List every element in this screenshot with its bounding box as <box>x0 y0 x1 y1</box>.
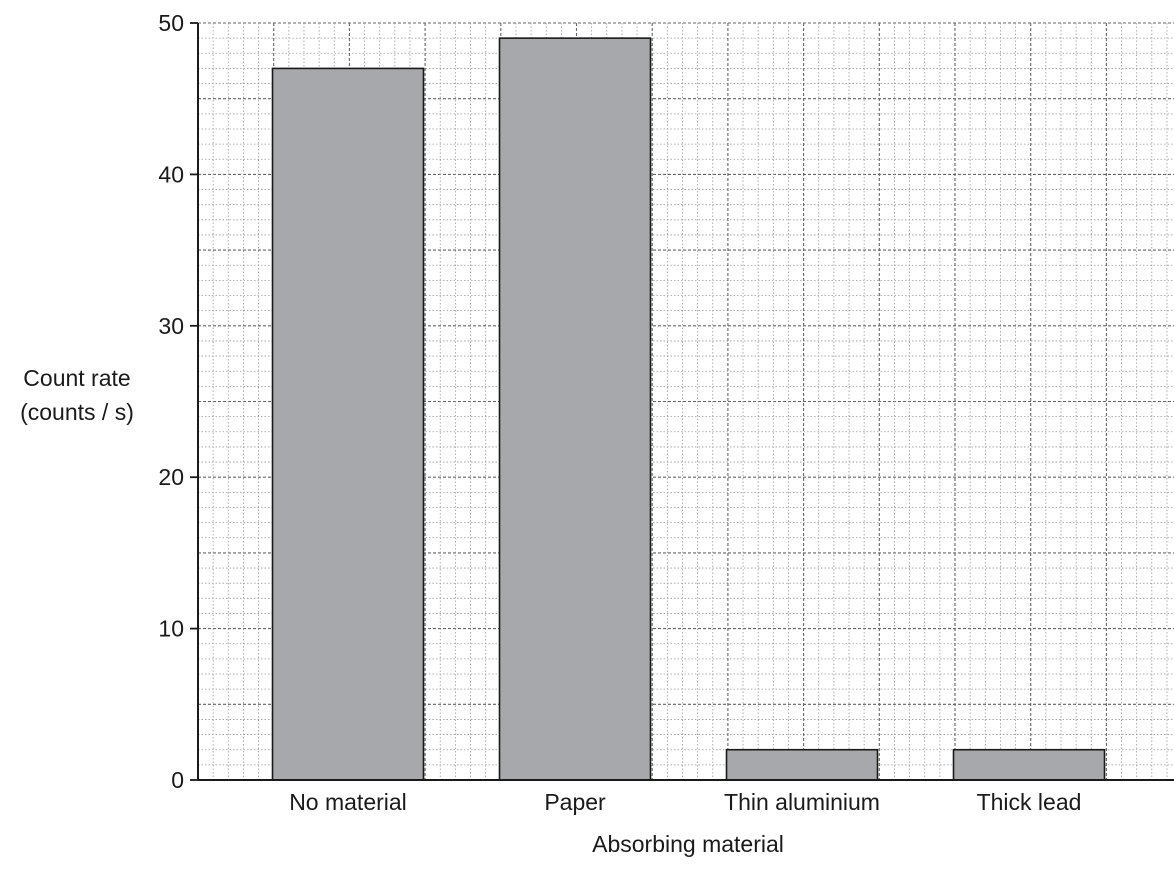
x-tick-label: No material <box>289 789 407 815</box>
y-tick-label: 30 <box>158 313 184 339</box>
bar-paper <box>498 37 652 781</box>
chart-axes <box>190 22 1174 781</box>
x-tick-label: Thick lead <box>977 789 1082 815</box>
x-tick-label: Paper <box>544 789 606 815</box>
bar-thick-lead <box>952 748 1106 781</box>
x-tick-label: Thin aluminium <box>724 789 880 815</box>
y-tick-label: 10 <box>158 616 184 642</box>
y-axis-title-line-2: (counts / s) <box>20 399 134 425</box>
x-axis-title: Absorbing material <box>592 831 784 857</box>
y-axis-title-line-1: Count rate <box>23 365 130 391</box>
chart-labels: No material Paper Thin aluminium Thick lead… <box>158 10 1081 815</box>
bar-thin-aluminium <box>725 748 879 781</box>
y-tick-label: 40 <box>158 161 184 187</box>
bar-series <box>271 37 1106 781</box>
y-tick-label: 0 <box>171 767 184 793</box>
y-tick-label: 20 <box>158 464 184 490</box>
y-tick-label: 50 <box>158 10 184 36</box>
bar-no-material <box>271 67 425 781</box>
